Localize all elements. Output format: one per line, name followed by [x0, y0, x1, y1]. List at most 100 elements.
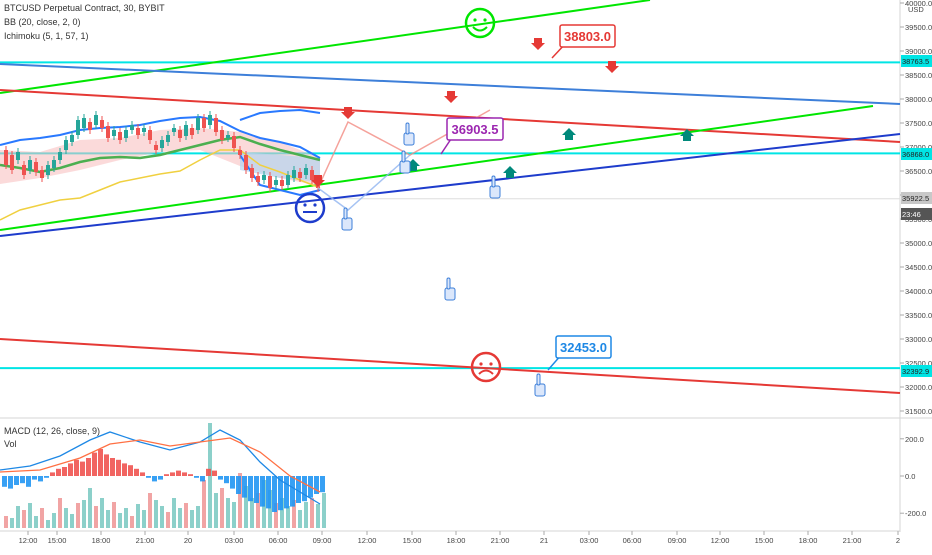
volume-bar — [190, 510, 194, 528]
volume-bar — [154, 500, 158, 528]
arrow-down-icon — [605, 61, 619, 73]
candle-body — [136, 128, 140, 135]
price-badge-label: 36868.0 — [902, 150, 929, 159]
currency-label: USD — [908, 5, 924, 14]
candle-body — [22, 165, 26, 175]
label-text: 32453.0 — [560, 340, 607, 355]
time-tick-label: 18:00 — [447, 536, 466, 545]
volume-bar — [88, 488, 92, 528]
face-mouth — [478, 369, 494, 375]
candle-body — [208, 115, 212, 125]
face-eye — [473, 18, 477, 22]
macd-legend[interactable]: MACD (12, 26, close, 9) — [4, 426, 101, 436]
macd-histogram-bar — [2, 476, 7, 487]
volume-bar — [310, 498, 314, 528]
time-tick-label: 15:00 — [48, 536, 67, 545]
volume-bar — [124, 508, 128, 528]
volume-bar — [28, 503, 32, 528]
time-tick-label: 12:00 — [19, 536, 38, 545]
hand-finger — [491, 175, 496, 188]
time-axis: 12:00 15:00 18:00 21:00 20 03:00 06:00 09:00 12:… — [19, 531, 900, 545]
candle-body — [70, 135, 74, 142]
pointing-hand-icon — [341, 207, 353, 231]
candle-body — [142, 128, 146, 132]
candle-body — [160, 140, 164, 148]
macd-histogram-bar — [290, 476, 295, 507]
candle-body — [292, 170, 296, 178]
ichimoku-lagging-line — [0, 149, 321, 221]
candle-body — [34, 162, 38, 172]
macd-tick-label: 0.0 — [905, 472, 915, 481]
candle-body — [184, 125, 188, 136]
volume-bar — [256, 493, 260, 528]
volume-bar — [202, 480, 206, 528]
arrow-up-icon — [503, 166, 517, 178]
macd-histogram-bar — [68, 463, 73, 476]
time-tick-label: 18:00 — [92, 536, 111, 545]
hand-palm — [403, 132, 415, 146]
macd-histogram-bar — [236, 476, 241, 494]
time-tick-label: 2 — [896, 536, 900, 545]
label-box — [446, 117, 504, 141]
macd-histogram-bar — [8, 476, 13, 489]
macd-histogram-bar — [86, 458, 91, 476]
macd-histogram-bar — [38, 476, 43, 482]
time-tick-label: 15:00 — [755, 536, 774, 545]
macd-histogram-bar — [164, 474, 169, 476]
macd-histogram-bar — [260, 476, 265, 507]
macd-histogram-bar — [62, 467, 67, 476]
macd-histogram-bar — [278, 476, 283, 511]
volume-bar — [280, 498, 284, 528]
macd-histogram-bar — [104, 454, 109, 476]
volume-bar — [142, 510, 146, 528]
label-box — [555, 335, 612, 359]
candle-body — [172, 128, 176, 132]
arrow-down-icon — [311, 175, 325, 187]
price-tick-label: 32000.0 — [905, 383, 932, 392]
volume-bar — [160, 506, 164, 528]
candle-body — [16, 152, 20, 160]
candle-body — [304, 168, 308, 175]
macd-histogram-bar — [194, 476, 199, 478]
candle-body — [76, 120, 80, 135]
candle-body — [202, 118, 206, 128]
candle-body — [52, 160, 56, 168]
time-tick-label: 06:00 — [269, 536, 288, 545]
arrow-down-icon — [444, 91, 458, 103]
label-text: 36903.5 — [452, 122, 499, 137]
ichimoku-base-line — [0, 135, 321, 174]
volume-bar — [112, 502, 116, 528]
sad-face-icon — [470, 351, 502, 383]
candle-body — [256, 176, 260, 182]
price-tick-label: 33500.0 — [905, 311, 932, 320]
ichimoku-legend[interactable]: Ichimoku (5, 1, 57, 1) — [4, 31, 89, 41]
volume-bar — [58, 498, 62, 528]
volume-bar — [106, 510, 110, 528]
candle-body — [94, 115, 98, 125]
macd-histogram-bar — [284, 476, 289, 509]
vol-legend[interactable]: Vol — [4, 439, 17, 449]
macd-histogram-bar — [110, 458, 115, 476]
time-tick-label: 09:00 — [313, 536, 332, 545]
time-tick-label: 03:00 — [225, 536, 244, 545]
pointing-hand-icon — [399, 150, 411, 174]
macd-histogram-bar — [254, 476, 259, 503]
volume-bar — [172, 498, 176, 528]
macd-histogram-bar — [152, 476, 157, 482]
label-box — [559, 24, 616, 48]
macd-histogram-bar — [170, 472, 175, 476]
symbol-legend[interactable]: BTCUSD Perpetual Contract, 30, BYBIT — [4, 3, 165, 13]
time-tick-label: 20 — [184, 536, 192, 545]
time-tick-label: 03:00 — [580, 536, 599, 545]
volume-bar — [22, 510, 26, 528]
blue-support-trendline — [0, 133, 901, 237]
candle-body — [4, 150, 8, 165]
bb-legend[interactable]: BB (20, close, 2, 0) — [4, 17, 81, 27]
candle-body — [154, 145, 158, 150]
macd-histogram-bar — [140, 472, 145, 476]
price-tick-label: 38000.0 — [905, 95, 932, 104]
macd-histogram-bar — [74, 459, 79, 476]
candle-body — [214, 118, 218, 132]
macd-histogram-bar — [320, 476, 325, 493]
